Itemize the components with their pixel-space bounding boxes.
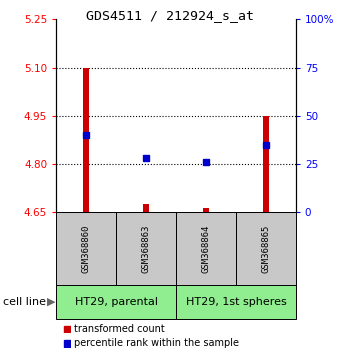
Text: GSM368865: GSM368865 <box>261 224 270 273</box>
Bar <box>263 116 269 212</box>
Text: transformed count: transformed count <box>74 324 165 334</box>
Bar <box>176 212 236 285</box>
Bar <box>56 285 176 319</box>
Text: percentile rank within the sample: percentile rank within the sample <box>74 338 239 348</box>
Text: GSM368860: GSM368860 <box>82 224 90 273</box>
Bar <box>56 212 116 285</box>
Bar <box>143 204 149 212</box>
Text: ▶: ▶ <box>47 297 55 307</box>
Text: HT29, parental: HT29, parental <box>74 297 157 307</box>
Bar <box>116 212 176 285</box>
Bar <box>203 207 209 212</box>
Bar <box>83 68 89 212</box>
Bar <box>64 326 71 333</box>
Bar <box>236 212 296 285</box>
Bar <box>64 340 71 347</box>
Bar <box>176 285 296 319</box>
Text: GDS4511 / 212924_s_at: GDS4511 / 212924_s_at <box>86 9 254 22</box>
Text: HT29, 1st spheres: HT29, 1st spheres <box>186 297 286 307</box>
Text: GSM368864: GSM368864 <box>201 224 210 273</box>
Text: cell line: cell line <box>3 297 46 307</box>
Text: GSM368863: GSM368863 <box>141 224 151 273</box>
